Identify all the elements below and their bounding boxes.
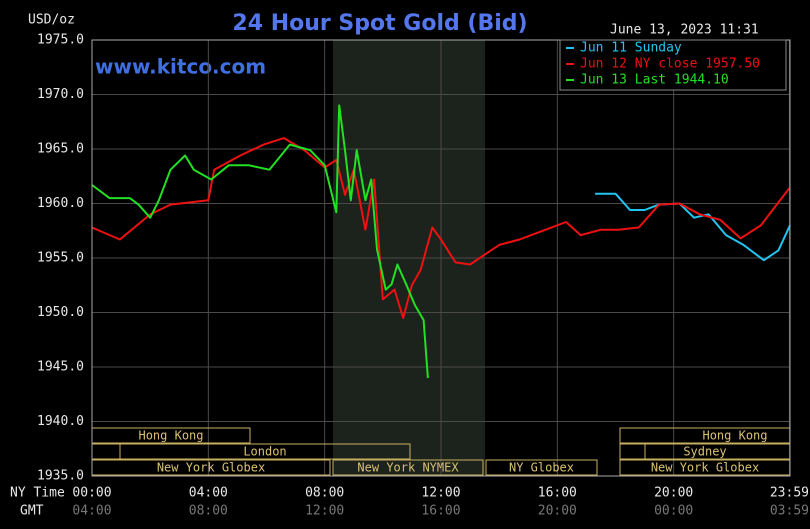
timestamp: June 13, 2023 11:31	[610, 23, 759, 38]
legend-label: Jun 13 Last 1944.10	[580, 73, 729, 88]
y-tick-label: 1960.0	[37, 196, 84, 211]
session-label: Sydney	[683, 445, 726, 459]
y-tick-label: 1955.0	[37, 251, 84, 266]
y-tick-label: 1945.0	[37, 360, 84, 375]
lines	[91, 104, 791, 378]
gmt-tick-label: 08:00	[189, 504, 228, 519]
gmt-tick-label: 03:59	[770, 504, 809, 519]
gmt-tick-label: 04:00	[72, 504, 111, 519]
x-tick-label: 08:00	[305, 486, 344, 501]
y-tick-label: 1965.0	[37, 142, 84, 157]
legend-box	[559, 39, 787, 91]
legend-label: Jun 12 NY close 1957.50	[580, 57, 760, 72]
series-line	[595, 192, 791, 262]
x2-axis-label: GMT	[20, 504, 44, 519]
x-tick-label: 16:00	[538, 486, 577, 501]
x-tick-label: 12:00	[421, 486, 460, 501]
y-tick-label: 1940.0	[37, 414, 84, 429]
session-label: London	[243, 445, 286, 459]
x-tick-label: 20:00	[654, 486, 693, 501]
series-line	[91, 137, 791, 319]
grid	[91, 39, 790, 477]
watermark: www.kitco.com	[95, 55, 266, 79]
session-box	[485, 459, 598, 476]
y-tick-label: 1950.0	[37, 305, 84, 320]
session-label: New York Globex	[157, 461, 265, 475]
chart-title: 24 Hour Spot Gold (Bid)	[232, 11, 527, 36]
session-box	[119, 443, 411, 460]
gmt-tick-label: 12:00	[305, 504, 344, 519]
gmt-tick-label: 00:00	[654, 504, 693, 519]
session-label: New York NYMEX	[357, 461, 459, 475]
x-tick-label: 04:00	[189, 486, 228, 501]
x-axis-label: NY Time	[10, 486, 65, 501]
y-tick-label: 1975.0	[37, 33, 84, 48]
y-tick-label: 1935.0	[37, 469, 84, 484]
series-line	[91, 104, 429, 378]
gmt-tick-label: 16:00	[421, 504, 460, 519]
session-box	[332, 459, 484, 476]
session-label: Hong Kong	[138, 429, 203, 443]
y-axis-label: USD/oz	[28, 13, 75, 28]
y-tick-label: 1970.0	[37, 87, 84, 102]
session-label: New York Globex	[651, 461, 759, 475]
x-tick-label: 23:59	[770, 486, 809, 501]
session-label: Hong Kong	[702, 429, 767, 443]
plot-frame	[91, 39, 791, 477]
legend-label: Jun 11 Sunday	[580, 41, 682, 56]
x-tick-label: 00:00	[72, 486, 111, 501]
gmt-tick-label: 20:00	[538, 504, 577, 519]
session-label: NY Globex	[509, 461, 574, 475]
